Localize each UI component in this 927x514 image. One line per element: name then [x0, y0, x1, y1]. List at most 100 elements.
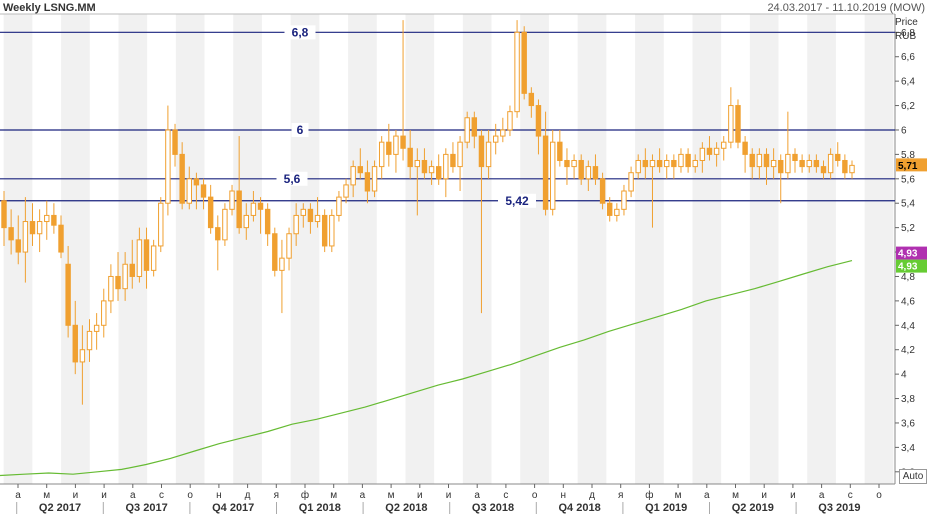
- y-tick-label: 3,6: [901, 418, 915, 429]
- y-tick-label: 4,8: [901, 272, 915, 283]
- candle-body: [585, 166, 592, 180]
- candle-body: [820, 166, 827, 174]
- candle-body: [186, 178, 192, 204]
- month-tick-label: ф: [645, 489, 653, 501]
- month-band: [749, 14, 779, 484]
- level-label-bg: [498, 193, 536, 208]
- y-tick-label: 5,8: [901, 150, 915, 161]
- ma-marker-badge-bg: [896, 259, 927, 273]
- quarter-label: Q2 2018: [385, 502, 427, 514]
- candle-body: [785, 153, 791, 174]
- month-tick-label: а: [15, 490, 21, 501]
- candle-body: [150, 245, 157, 271]
- candle-body: [692, 159, 698, 168]
- candle-body: [514, 31, 520, 113]
- candle-body: [286, 233, 292, 259]
- candle-body: [649, 159, 656, 168]
- month-tick-label: д: [589, 490, 595, 501]
- candle-body: [193, 178, 200, 186]
- candle-body: [842, 159, 848, 174]
- month-tick-label: м: [43, 490, 50, 501]
- candle-body: [400, 135, 406, 149]
- candle-body: [742, 141, 748, 155]
- candle-body: [571, 159, 577, 168]
- candle-body: [542, 135, 549, 210]
- candle-body: [478, 135, 485, 168]
- candle-body: [642, 159, 649, 168]
- candle-body: [464, 117, 470, 143]
- quarter-label: Q1 2018: [299, 502, 341, 514]
- candle-body: [51, 214, 57, 226]
- level-lines: 6,8 6 5,6 5,42: [0, 25, 895, 208]
- candle-body: [393, 135, 399, 155]
- candles: [1, 20, 855, 405]
- candle-body: [122, 263, 128, 290]
- candle-body: [457, 141, 463, 168]
- y-tick-label: 4,6: [901, 296, 915, 307]
- candle-body: [635, 159, 641, 174]
- month-tick-label: о: [187, 490, 193, 501]
- candle-body: [421, 159, 428, 174]
- candle-body: [557, 141, 563, 161]
- x-axis: а м и и а с о н д я ф м а м и и а с о н д я ф м а м и и а с о Q2 2017 Q3…: [15, 484, 882, 514]
- candle-body: [792, 153, 798, 161]
- candle-body: [136, 239, 143, 277]
- candle-body: [243, 214, 249, 229]
- candle-body: [293, 214, 299, 235]
- candle-body: [272, 233, 278, 271]
- candle-body: [664, 159, 670, 168]
- candle-body: [1, 200, 7, 229]
- candle-body: [614, 208, 620, 216]
- month-tick-label: и: [790, 490, 796, 501]
- month-band: [118, 14, 148, 484]
- candle-body: [492, 135, 499, 143]
- last-price-badge-bg: [896, 158, 927, 172]
- moving-average: [0, 260, 853, 477]
- candle-body: [656, 159, 663, 168]
- candle-body: [621, 190, 627, 210]
- ma-badge: 4,93: [898, 249, 918, 260]
- chart-title: Weekly LSNG.MM: [3, 2, 96, 14]
- candle-body: [22, 221, 29, 253]
- candle-body: [443, 153, 449, 180]
- last-price-badge: 5,71: [898, 161, 918, 172]
- candle-body: [314, 214, 321, 223]
- candle-body: [799, 159, 805, 168]
- candle-body: [222, 208, 228, 241]
- price-label: Price: [895, 17, 918, 28]
- y-tick-label: 4,2: [901, 345, 915, 356]
- y-tick-label: 5,2: [901, 223, 915, 234]
- month-tick-label: и: [417, 490, 423, 501]
- candle-body: [713, 147, 720, 155]
- candle-body: [321, 214, 328, 247]
- candle-body: [849, 164, 855, 174]
- candle-body: [549, 141, 556, 210]
- candle-body: [699, 147, 706, 161]
- ma-line: [0, 260, 853, 477]
- month-tick-label: а: [819, 490, 825, 501]
- candle-body: [15, 239, 21, 253]
- candle-body: [172, 129, 178, 155]
- candle-body: [44, 214, 50, 223]
- y-tick-label: 6,8: [901, 28, 915, 39]
- month-tick-label: а: [130, 490, 136, 501]
- candle-body: [671, 159, 677, 168]
- month-tick-label: и: [101, 490, 107, 501]
- candle-body: [507, 111, 513, 131]
- candle-body: [706, 147, 713, 155]
- candle-body: [578, 159, 584, 180]
- scale-mode-button[interactable]: Auto: [899, 469, 927, 484]
- candle-body: [763, 153, 770, 168]
- y-tick-label: 6,4: [901, 77, 915, 88]
- candle-body: [165, 129, 171, 204]
- candle-body: [371, 166, 378, 192]
- candle-body: [471, 117, 478, 137]
- candle-body: [65, 263, 71, 326]
- candle-body: [207, 196, 214, 229]
- month-tick-label: м: [675, 490, 682, 501]
- candle-body: [813, 159, 820, 168]
- candle-body: [728, 105, 734, 143]
- candle-body: [756, 153, 763, 168]
- candle-body: [250, 202, 257, 216]
